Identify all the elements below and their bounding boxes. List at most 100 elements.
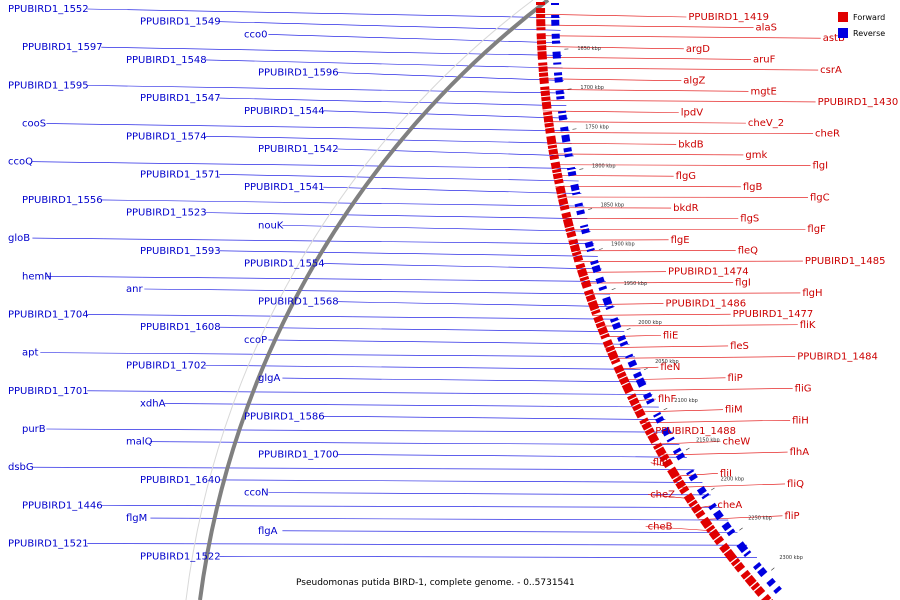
forward-gene-block [591,309,601,316]
reverse-gene-block [696,485,707,496]
reverse-gene-block [551,40,561,44]
forward-leader-line [677,483,786,488]
kbp-tick-label: 1750 kbp [585,124,609,130]
reverse-gene-label: hemN [22,271,52,282]
forward-gene-label: PPUBIRD1_1419 [688,12,769,23]
reverse-gene-label: PPUBIRD1_1571 [140,169,221,180]
forward-leader-line [651,441,721,445]
forward-gene-block [641,421,653,431]
reverse-gene-block [655,415,665,424]
forward-gene-block [672,475,683,484]
reverse-leader-line [87,390,653,395]
forward-gene-block [538,72,549,78]
forward-gene-block [562,217,574,228]
kbp-tick-label: 2050 kbp [655,359,679,365]
reverse-gene-block [726,528,736,537]
forward-gene-label: csrA [820,65,842,76]
forward-leader-line [577,271,667,273]
forward-gene-label: fleS [730,341,749,352]
reverse-leader-line [32,237,595,245]
forward-gene-block [683,492,696,504]
forward-gene-label: fliR [653,458,669,469]
forward-leader-line [596,324,798,327]
forward-gene-block [568,238,579,246]
reverse-gene-block [766,577,776,588]
legend-forward-label: Forward [853,12,886,22]
forward-leader-line [600,335,661,338]
reverse-gene-label: cooS [22,119,46,130]
forward-gene-label: PPUBIRD1_1477 [733,309,814,320]
forward-leader-line [547,142,677,145]
forward-leader-line [604,345,729,348]
forward-gene-label: fliG [795,383,812,394]
kbp-tick [739,527,743,531]
forward-gene-block [700,516,713,529]
forward-gene-label: fliP [784,511,799,522]
forward-gene-block [744,574,757,587]
forward-features [536,2,774,600]
forward-gene-label: flgC [810,192,830,203]
forward-leader-line [539,78,682,81]
forward-leader-line [698,515,783,520]
reverse-gene-label: PPUBIRD1_1547 [140,93,221,104]
forward-gene-block [559,204,570,211]
forward-gene-label: flhF [658,394,677,405]
forward-leader-line [609,356,796,359]
forward-gene-label: PPUBIRD1_1474 [668,267,749,278]
reverse-gene-block [633,371,643,379]
reverse-gene-block [721,521,732,532]
kbp-tick-label: 2250 kbp [748,516,772,522]
reverse-gene-label: PPUBIRD1_1597 [22,42,103,53]
reverse-leader-line [150,517,729,521]
kbp-tick [579,168,584,170]
kbp-tick-marks [564,48,775,571]
forward-gene-label: fliH [792,415,809,426]
forward-gene-label: mgtE [750,86,776,97]
reverse-gene-block [598,285,608,292]
forward-gene-block [708,528,721,541]
forward-gene-block [537,45,547,51]
forward-gene-label: fleQ [738,245,758,256]
forward-gene-block [541,101,552,110]
kbp-tick-label: 1950 kbp [624,281,648,287]
reverse-gene-block [688,473,698,482]
forward-leader-line [537,56,752,60]
forward-leader-line [650,462,665,467]
reverse-leader-line [32,161,577,169]
forward-gene-block [566,230,577,239]
forward-gene-block [616,371,627,379]
forward-leader-line [555,185,741,188]
reverse-gene-block [563,147,572,153]
kbp-tick [626,328,631,331]
reverse-gene-block [661,426,672,437]
forward-gene-block [549,154,560,161]
kbp-tick [663,407,668,411]
reverse-gene-block [672,447,682,455]
forward-gene-block [536,40,547,45]
forward-gene-block [627,393,637,401]
reverse-gene-block [558,114,568,121]
reverse-gene-label: PPUBIRD1_1523 [126,208,207,219]
reverse-gene-label: PPUBIRD1_1556 [22,195,103,206]
reverse-gene-block [609,317,619,323]
forward-gene-block [536,8,546,14]
forward-gene-block [740,569,751,580]
reverse-leader-line [164,403,659,408]
forward-gene-label: flgH [802,288,822,299]
forward-gene-block [667,466,680,480]
reverse-leader-line [268,34,562,44]
reverse-gene-label: flgA [258,526,278,537]
reverse-leader-line [337,301,615,307]
forward-gene-block [552,168,562,174]
forward-gene-block [541,96,551,102]
reverse-gene-block [586,247,595,253]
forward-gene-block [557,193,567,199]
forward-leader-line [536,35,821,39]
forward-gene-block [548,148,559,156]
forward-gene-block [585,293,596,302]
forward-gene-label: flgI [813,161,829,172]
reverse-gene-block [555,89,564,95]
forward-gene-block [558,197,569,206]
forward-gene-block [750,581,761,591]
forward-leader-line [553,175,674,177]
